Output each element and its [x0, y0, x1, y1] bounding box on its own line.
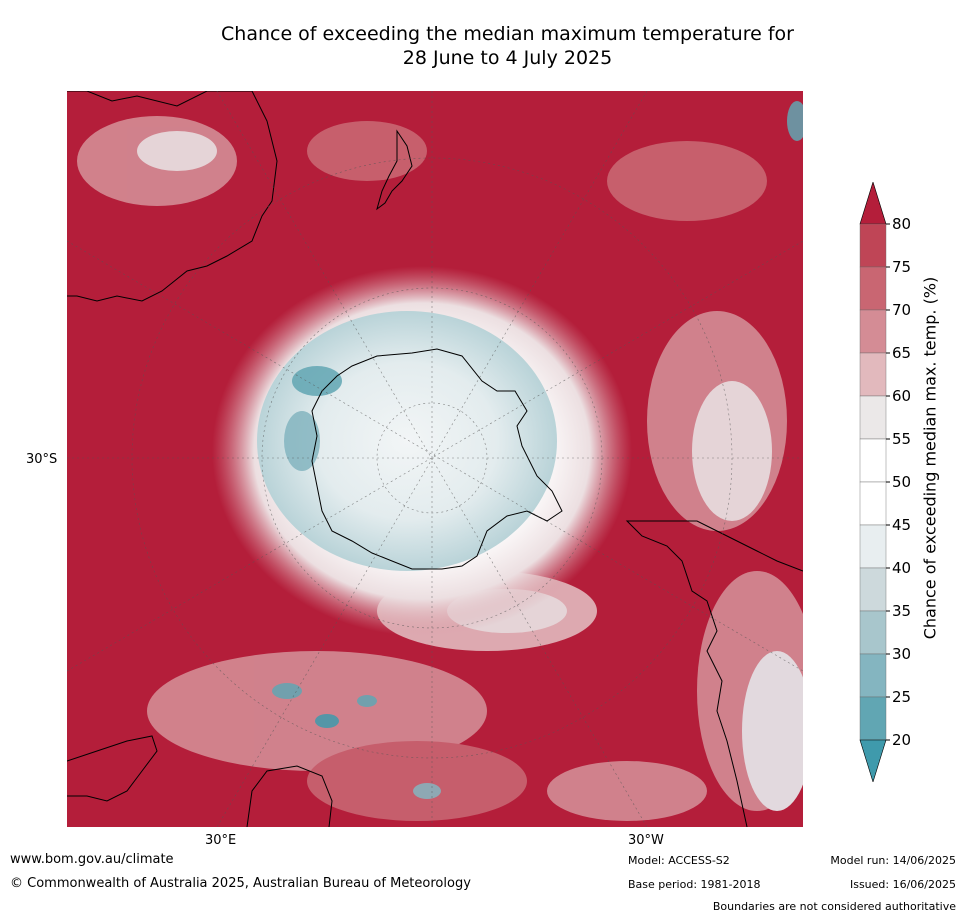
colorbar-title: Chance of exceeding median max. temp. (%… [920, 276, 940, 640]
colorbar: 80 75 70 65 60 55 50 45 40 35 30 25 20 [858, 180, 965, 784]
new-zealand-coastline [376, 129, 413, 211]
colorbar-tick-label: 45 [892, 516, 911, 534]
colorbar-segment [859, 438, 887, 483]
longitude-label-west: 30°W [628, 833, 664, 848]
issued-date: Issued: 16/06/2025 [849, 878, 956, 891]
graticule [67, 91, 803, 827]
colorbar-segment [859, 653, 887, 698]
colorbar-tick-label: 60 [892, 387, 911, 405]
boundary-disclaimer: Boundaries are not considered authoritat… [712, 900, 956, 913]
colorbar-tick-label: 40 [892, 559, 911, 577]
colorbar-tick-label: 65 [892, 344, 911, 362]
africa-coastline-south [246, 765, 333, 827]
moderate-probability-patches [77, 116, 803, 821]
south-america-coastline [625, 520, 803, 827]
colorbar-segment [859, 395, 887, 440]
colorbar-segment [859, 610, 887, 655]
map-canvas [67, 91, 803, 827]
probability-map [67, 91, 803, 827]
colorbar-tick-label: 70 [892, 301, 911, 319]
base-period: Base period: 1981-2018 [628, 878, 761, 891]
copyright-text: © Commonwealth of Australia 2025, Austra… [10, 876, 471, 891]
colorbar-segment [859, 223, 887, 268]
colorbar-tick-label: 55 [892, 430, 911, 448]
model-run-date: Model run: 14/06/2025 [830, 854, 956, 867]
website-link[interactable]: www.bom.gov.au/climate [10, 852, 174, 867]
longitude-label-east: 30°E [205, 833, 237, 848]
title-line-1: Chance of exceeding the median maximum t… [221, 23, 794, 45]
colorbar-segment [859, 524, 887, 569]
colorbar-segment [859, 567, 887, 612]
latitude-label: 30°S [26, 452, 58, 467]
colorbar-arrow-top [859, 180, 887, 225]
colorbar-tick-label: 20 [892, 731, 911, 749]
antarctica-coastline [311, 348, 563, 570]
map-title: Chance of exceeding the median maximum t… [100, 22, 915, 70]
colorbar-tick-label: 75 [892, 258, 911, 276]
colorbar-segment [859, 696, 887, 741]
colorbar-tick-label: 35 [892, 602, 911, 620]
colorbar-graphic: 80 75 70 65 60 55 50 45 40 35 30 25 20 [859, 180, 911, 784]
colorbar-segment [859, 481, 887, 526]
colorbar-tick-label: 30 [892, 645, 911, 663]
title-line-2: 28 June to 4 July 2025 [402, 47, 613, 69]
low-probability-patches [272, 101, 803, 799]
colorbar-segment [859, 309, 887, 354]
colorbar-segment [859, 266, 887, 311]
australia-coastline [67, 91, 278, 302]
colorbar-tick-label: 25 [892, 688, 911, 706]
colorbar-tick-label: 50 [892, 473, 911, 491]
africa-coastline [67, 735, 158, 802]
model-name: Model: ACCESS-S2 [628, 854, 730, 867]
colorbar-segment [859, 352, 887, 397]
colorbar-arrow-bottom [859, 739, 887, 784]
colorbar-tick-label: 80 [892, 215, 911, 233]
